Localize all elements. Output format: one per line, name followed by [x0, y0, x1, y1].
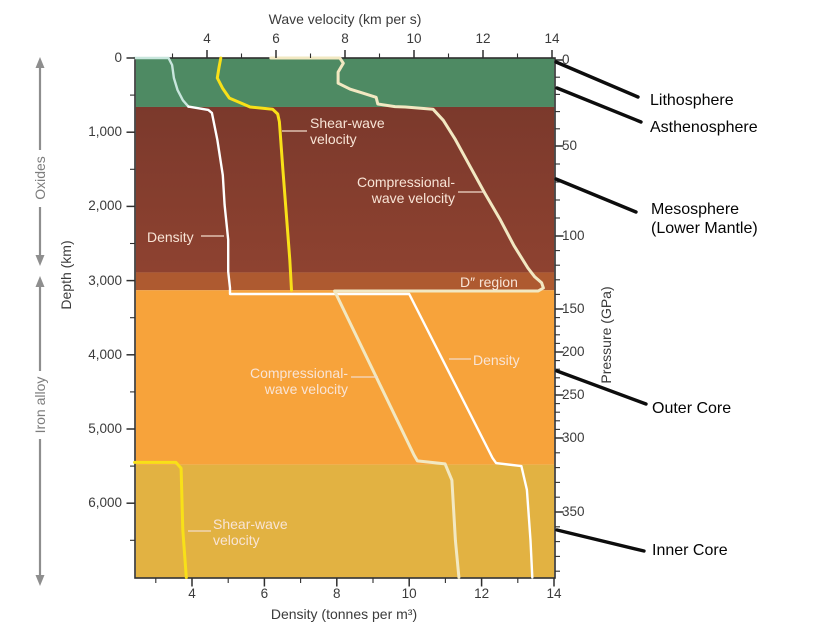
top-tick-label: 8 — [341, 31, 349, 46]
curve-density-crust-upper-mantle — [132, 56, 190, 108]
right-axis-title: Pressure (GPa) — [598, 286, 614, 384]
depth-tick-label: 1,000 — [88, 124, 122, 140]
top-tick-label: 14 — [544, 31, 560, 46]
bottom-tick-label: 8 — [333, 586, 341, 601]
top-axis-title: Wave velocity (km per s) — [268, 11, 422, 27]
curve-compressional-wave-velocity — [269, 56, 545, 579]
shear-wave-lower-label: Shear-wave velocity — [213, 516, 288, 548]
depth-tick-label: 0 — [114, 50, 122, 65]
annotation-leader-3 — [555, 369, 648, 406]
region-outer-core — [135, 290, 555, 465]
annotation-leader-4 — [555, 528, 646, 553]
compressional-lower-label: Compressional- wave velocity — [249, 365, 348, 397]
annotation-label-0: Lithosphere — [650, 92, 734, 109]
density-lower-label: Density — [473, 352, 520, 368]
pressure-tick-label: 100 — [562, 228, 585, 243]
bottom-tick-label: 12 — [474, 586, 490, 601]
oxides-label: Oxides — [32, 156, 48, 200]
curve-shear-wave-velocity-inner-core — [133, 460, 188, 579]
bottom-tick-label: 4 — [188, 586, 196, 601]
shear-wave-upper-label: Shear-wave velocity — [310, 115, 385, 147]
left-axis-title: Depth (km) — [58, 240, 74, 310]
pressure-tick-label: 150 — [562, 301, 585, 316]
pressure-tick-label: 0 — [562, 52, 570, 67]
annotation-label-4: Inner Core — [652, 542, 728, 559]
annotation-leader-1 — [555, 86, 643, 124]
top-tick-label: 12 — [475, 31, 491, 46]
curve-density — [187, 105, 534, 579]
oxides-extent-arrow-head-up — [35, 57, 45, 68]
top-tick-label: 4 — [203, 31, 211, 46]
bottom-axis-title: Density (tonnes per m³) — [270, 606, 418, 622]
pressure-tick-label: 50 — [562, 138, 578, 153]
region-lithosphere-asthenosphere — [135, 58, 555, 107]
pressure-tick-label: 350 — [562, 504, 585, 519]
bottom-tick-label: 14 — [546, 586, 562, 601]
oxides-extent-arrow-head-down — [35, 255, 45, 266]
depth-tick-label: 4,000 — [88, 346, 122, 362]
iron-alloy-extent-arrow-head-down — [35, 575, 45, 586]
iron-alloy-extent-arrow-head-up — [35, 276, 45, 287]
annotation-label-1: Asthenosphere — [650, 119, 758, 136]
depth-tick-label: 6,000 — [88, 495, 122, 511]
annotation-label-3: Outer Core — [652, 400, 732, 417]
d-region-label: D″ region — [460, 274, 518, 290]
density-upper-label: Density — [147, 229, 194, 245]
annotation-leader-0 — [554, 60, 640, 99]
depth-tick-label: 2,000 — [88, 198, 122, 214]
curve-shear-wave-velocity-mantle — [215, 56, 293, 292]
pressure-tick-label: 250 — [562, 387, 585, 402]
iron-alloy-label: Iron alloy — [32, 376, 48, 434]
top-tick-label: 10 — [406, 31, 422, 46]
annotation-label-2: Mesosphere (Lower Mantle) — [651, 201, 758, 237]
region-inner-core — [135, 464, 555, 578]
annotation-leader-2 — [554, 177, 638, 214]
top-tick-label: 6 — [272, 31, 280, 46]
region-d-double-prime-region — [135, 272, 555, 291]
bottom-tick-label: 10 — [401, 586, 417, 601]
compressional-upper-label: Compressional- wave velocity — [356, 174, 455, 206]
depth-tick-label: 5,000 — [88, 421, 122, 436]
pressure-tick-label: 300 — [562, 430, 585, 445]
pressure-tick-label: 200 — [562, 344, 585, 359]
bottom-tick-label: 6 — [260, 586, 269, 601]
depth-tick-label: 3,000 — [88, 272, 122, 288]
